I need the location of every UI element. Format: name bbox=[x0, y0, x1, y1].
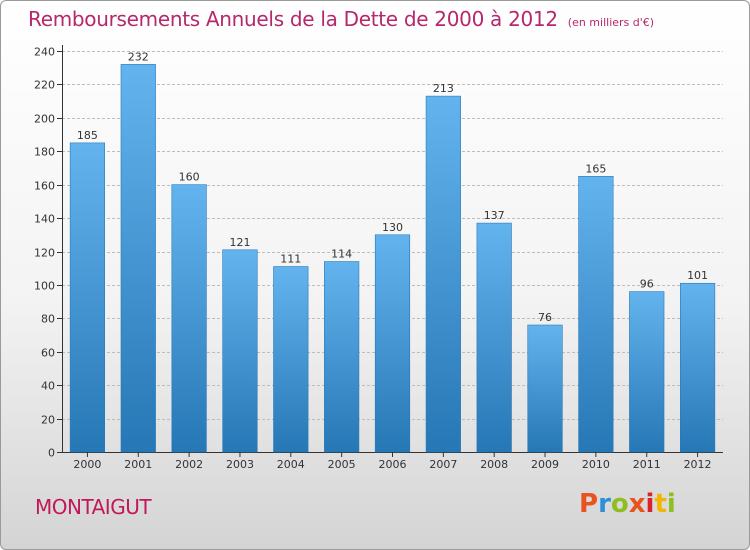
y-tick-label: 100 bbox=[34, 280, 55, 293]
x-tick-label: 2012 bbox=[684, 458, 712, 471]
logo-letter: i bbox=[645, 489, 655, 519]
bar-value-label: 232 bbox=[128, 50, 149, 63]
y-tick-label: 180 bbox=[34, 146, 55, 159]
x-tick-label: 2004 bbox=[277, 458, 305, 471]
chart-title: Remboursements Annuels de la Dette de 20… bbox=[28, 7, 558, 31]
bar-value-label: 165 bbox=[585, 162, 606, 175]
logo-letter: i bbox=[666, 489, 676, 519]
x-tick-label: 2007 bbox=[429, 458, 457, 471]
x-tick-label: 2009 bbox=[531, 458, 559, 471]
bar-value-label: 160 bbox=[179, 171, 200, 184]
y-tick-label: 120 bbox=[34, 247, 55, 260]
bar bbox=[120, 64, 156, 453]
bar-value-label: 101 bbox=[687, 269, 708, 282]
x-tick-label: 2010 bbox=[582, 458, 610, 471]
x-tick-label: 2008 bbox=[480, 458, 508, 471]
bar-value-label: 213 bbox=[433, 82, 454, 95]
y-tick-label: 240 bbox=[34, 46, 55, 59]
chart-unit: (en milliers d'€) bbox=[567, 16, 655, 29]
bar bbox=[222, 249, 258, 453]
logo-letter: x bbox=[628, 489, 646, 519]
y-tick-label: 20 bbox=[41, 414, 55, 427]
x-tick-label: 2002 bbox=[175, 458, 203, 471]
bar bbox=[374, 234, 411, 453]
bar bbox=[476, 222, 512, 453]
logo-letter: o bbox=[610, 489, 629, 519]
bar-value-label: 114 bbox=[331, 248, 352, 261]
y-tick-label: 80 bbox=[41, 313, 55, 326]
bar-value-label: 121 bbox=[229, 236, 250, 249]
y-tick-label: 200 bbox=[34, 113, 55, 126]
y-tick-label: 0 bbox=[48, 447, 55, 460]
bar bbox=[273, 266, 309, 453]
x-tick-label: 2006 bbox=[379, 458, 407, 471]
bar-value-label: 111 bbox=[280, 253, 301, 266]
bar bbox=[578, 176, 614, 453]
y-tick-label: 140 bbox=[34, 213, 55, 226]
proxiti-logo: Proxiti bbox=[579, 489, 676, 519]
logo-letter: r bbox=[598, 489, 611, 519]
bar bbox=[629, 291, 665, 453]
bar bbox=[679, 282, 716, 453]
x-tick-label: 2011 bbox=[633, 458, 661, 471]
bar bbox=[69, 142, 106, 453]
x-tick-label: 2005 bbox=[328, 458, 356, 471]
bar-value-label: 137 bbox=[484, 209, 505, 222]
bar-value-label: 130 bbox=[382, 221, 403, 234]
chart-title-block: Remboursements Annuels de la Dette de 20… bbox=[28, 7, 654, 31]
bar bbox=[171, 184, 207, 453]
bar bbox=[527, 324, 563, 453]
town-name: MONTAIGUT bbox=[35, 495, 152, 519]
logo-letter: P bbox=[579, 489, 599, 519]
x-tick-label: 2001 bbox=[124, 458, 152, 471]
x-tick-label: 2003 bbox=[226, 458, 254, 471]
bar bbox=[425, 95, 461, 453]
y-tick-label: 60 bbox=[41, 347, 55, 360]
bar-value-label: 76 bbox=[538, 311, 552, 324]
bar bbox=[324, 261, 360, 453]
bar-value-label: 185 bbox=[77, 129, 98, 142]
y-tick-label: 220 bbox=[34, 79, 55, 92]
bar-value-label: 96 bbox=[640, 278, 654, 291]
x-tick-label: 2000 bbox=[73, 458, 101, 471]
y-tick-label: 40 bbox=[41, 380, 55, 393]
logo-letter: t bbox=[654, 489, 667, 519]
y-tick-label: 160 bbox=[34, 180, 55, 193]
